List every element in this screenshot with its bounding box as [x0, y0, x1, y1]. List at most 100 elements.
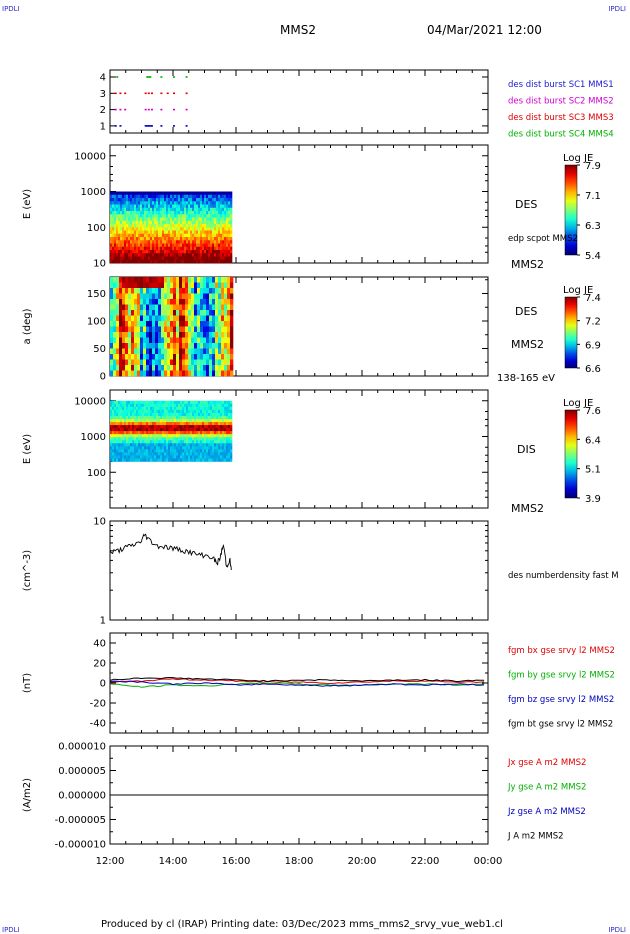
- dis-energy-cell: [148, 431, 151, 435]
- dis-energy-cell: [230, 425, 233, 429]
- des-energy-tick-label: 100: [87, 223, 106, 234]
- dis-energy-cell: [188, 406, 191, 411]
- dis-energy-cell: [192, 425, 195, 429]
- corner-label-bottom-right: IPDLI: [608, 926, 626, 934]
- dis-energy-cell: [144, 443, 147, 447]
- des-energy-cell: [222, 217, 225, 222]
- des-pitch-cell: [113, 315, 117, 322]
- dis-energy-cell: [150, 422, 153, 426]
- des-energy-cell: [214, 259, 217, 264]
- des-energy-cell: [200, 224, 203, 228]
- des-energy-cell: [126, 233, 129, 238]
- des-energy-cell: [140, 230, 143, 235]
- des-energy-cell: [138, 201, 141, 205]
- des-energy-cell: [174, 233, 177, 238]
- des-energy-cell: [218, 250, 221, 254]
- des-energy-cell: [182, 224, 185, 228]
- dis-energy-cell: [180, 443, 183, 447]
- des-pitch-cell: [173, 326, 177, 333]
- des-pitch-cell: [230, 310, 234, 316]
- des-pitch-cell: [119, 315, 123, 322]
- des-energy-cell: [228, 227, 231, 231]
- des-energy-cell: [136, 211, 139, 215]
- des-energy-cell: [186, 214, 189, 218]
- des-energy-cell: [212, 211, 215, 215]
- des-pitch-cell: [185, 321, 189, 327]
- dis-energy-cell: [194, 446, 197, 450]
- des-energy-cell: [140, 214, 143, 218]
- dis-energy-cell: [206, 415, 209, 420]
- dis-energy-cell: [148, 434, 151, 438]
- dis-energy-cell: [148, 403, 151, 408]
- des-energy-cell: [206, 204, 209, 209]
- dis-energy-cell: [226, 434, 229, 438]
- dis-energy-cell: [228, 434, 231, 438]
- des-energy-cell: [136, 198, 139, 202]
- des-energy-cell: [140, 243, 143, 248]
- des-pitch-cell: [212, 354, 216, 360]
- des-energy-cell: [210, 243, 213, 248]
- des-energy-cell: [112, 227, 115, 231]
- des-pitch-cell: [152, 288, 156, 294]
- des-pitch-cell: [161, 370, 165, 377]
- des-energy-cell: [158, 250, 161, 254]
- dis-energy-cell: [152, 415, 155, 420]
- dis-energy-cell: [124, 431, 127, 435]
- des-energy-cell: [130, 207, 133, 212]
- des-energy-cell: [218, 230, 221, 235]
- des-energy-cell: [212, 224, 215, 228]
- dis-energy-cell: [140, 400, 143, 405]
- dis-energy-cell: [182, 440, 185, 444]
- dis-energy-cell: [168, 449, 171, 453]
- dis-energy-cell: [134, 400, 137, 405]
- dis-energy-cell: [174, 443, 177, 447]
- des-energy-cell: [208, 243, 211, 248]
- dis-energy-cell: [180, 409, 183, 414]
- des-energy-cell: [180, 191, 183, 196]
- dis-energy-cell: [182, 443, 185, 447]
- dis-energy-cell: [144, 400, 147, 405]
- des-energy-cell: [188, 233, 191, 238]
- des-energy-cell: [182, 259, 185, 264]
- des-energy-cell: [220, 237, 223, 241]
- des-energy-cell: [116, 250, 119, 254]
- des-energy-cell: [144, 259, 147, 264]
- des-energy-cell: [216, 240, 219, 244]
- des-energy-cell: [180, 237, 183, 241]
- density-series-line: [109, 533, 232, 571]
- des-pitch-cell: [221, 370, 225, 377]
- des-energy-cell: [198, 194, 201, 199]
- availability-legend-label: des dist burst SC2 MMS2: [508, 97, 614, 107]
- des-pitch-cell: [206, 354, 210, 360]
- dis-energy-cell: [212, 403, 215, 408]
- des-pitch-cell: [200, 315, 204, 322]
- dis-energy-cell: [218, 403, 221, 408]
- dis-energy-cell: [206, 434, 209, 438]
- availability-mark: [150, 108, 153, 111]
- des-energy-cell: [150, 227, 153, 231]
- des-energy-cell: [192, 214, 195, 218]
- des-pitch-cell: [131, 348, 135, 355]
- dis-energy-cell: [170, 437, 173, 441]
- des-pitch-cell: [155, 326, 159, 333]
- availability-mark: [119, 108, 122, 111]
- dis-energy-cell: [230, 400, 233, 405]
- des-pitch-cell: [158, 321, 162, 327]
- des-energy-cell: [140, 201, 143, 205]
- dis-energy-cell: [162, 431, 165, 435]
- dis-energy-cell: [186, 458, 189, 462]
- dis-energy-cell: [216, 409, 219, 414]
- des-energy-cell: [222, 253, 225, 257]
- dis-energy-cell: [214, 440, 217, 444]
- des-pitch-cell: [197, 348, 201, 355]
- density-panel: [109, 520, 489, 621]
- dis-energy-cell: [172, 458, 175, 462]
- des-energy-cell: [154, 201, 157, 205]
- dis-energy-cell: [184, 428, 187, 432]
- des-energy-cell: [212, 233, 215, 238]
- des-pitch-cell: [194, 343, 198, 349]
- dis-energy-cell: [170, 418, 173, 423]
- des-energy-cell: [190, 233, 193, 238]
- dis-energy-cell: [188, 409, 191, 414]
- availability-mark: [147, 92, 150, 95]
